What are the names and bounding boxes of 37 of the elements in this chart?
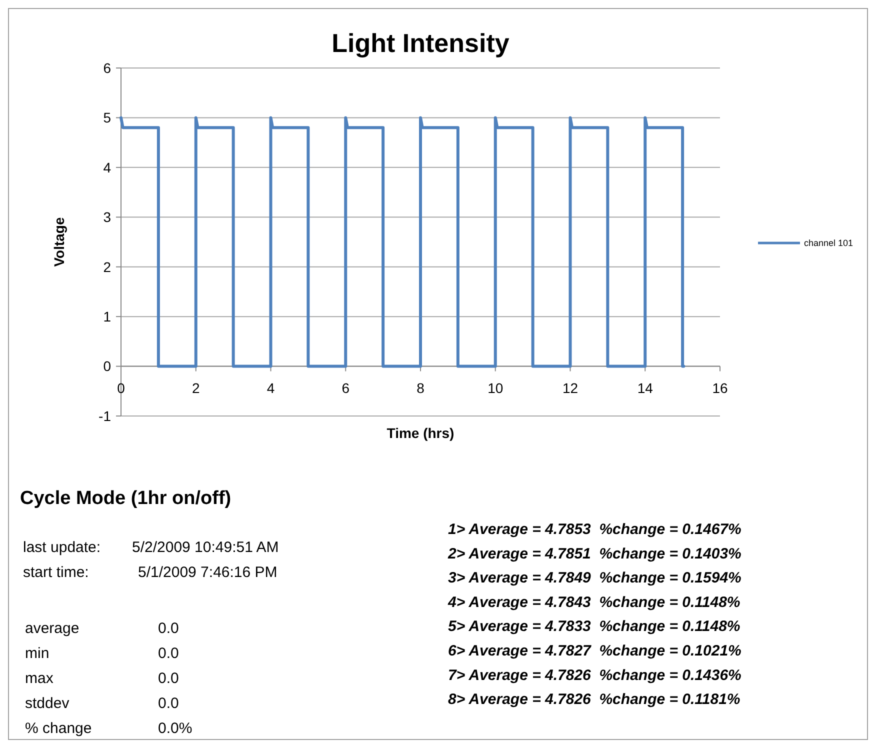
chart-title: Light Intensity — [332, 28, 510, 58]
text: 8> Average = 4.7826 %change = 0.1181% — [448, 691, 740, 708]
x-tick-label: 8 — [416, 380, 425, 396]
y-tick-label: -1 — [98, 408, 112, 424]
x-tick-label: 14 — [637, 380, 654, 396]
text: 6> Average = 4.7827 %change = 0.1021% — [448, 642, 742, 660]
text: max 0.0 — [25, 670, 179, 687]
text: Cycle Mode (1hr on/off) — [20, 488, 232, 509]
text: 7> Average = 4.7826 %change = 0.1436% — [448, 666, 742, 684]
x-tick-label: 0 — [117, 380, 126, 396]
text: last update: 5/2/2009 10:49:51 AM — [23, 539, 279, 556]
y-tick-label: 5 — [103, 110, 112, 126]
y-tick-label: 6 — [103, 60, 112, 76]
text: 4> Average = 4.7843 %change = 0.1148% — [447, 594, 740, 611]
y-tick-label: 1 — [103, 308, 112, 324]
text: 2> Average = 4.7851 %change = 0.1403% — [447, 545, 742, 562]
text: 5> Average = 4.7833 %change = 0.1148% — [448, 618, 740, 636]
x-tick-label: 16 — [712, 380, 728, 396]
y-tick-label: 3 — [103, 209, 112, 226]
x-tick-label: 4 — [266, 380, 275, 396]
x-tick-label: 6 — [342, 380, 350, 396]
text: 3> Average = 4.7849 %change = 0.1594% — [448, 570, 742, 587]
text: min 0.0 — [25, 645, 179, 662]
text: average 0.0 — [25, 620, 179, 637]
x-tick-label: 10 — [488, 380, 504, 396]
x-axis-title: Time (hrs) — [386, 425, 454, 441]
y-tick-label: 4 — [103, 159, 112, 176]
text: stddev 0.0 — [25, 695, 179, 712]
y-tick-label: 0 — [103, 358, 112, 374]
text: % change 0.0% — [25, 720, 192, 737]
x-tick-label: 12 — [562, 380, 578, 396]
y-axis-title: Voltage — [51, 217, 67, 267]
x-tick-label: 2 — [192, 380, 200, 396]
text: start time: 5/1/2009 7:46:16 PM — [23, 564, 278, 581]
text: 1> Average = 4.7853 %change = 0.1467% — [448, 521, 742, 538]
y-tick-label: 2 — [103, 258, 112, 275]
legend-label: channel 101 — [804, 238, 854, 248]
